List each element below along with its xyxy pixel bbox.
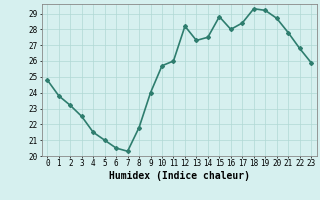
X-axis label: Humidex (Indice chaleur): Humidex (Indice chaleur): [109, 171, 250, 181]
